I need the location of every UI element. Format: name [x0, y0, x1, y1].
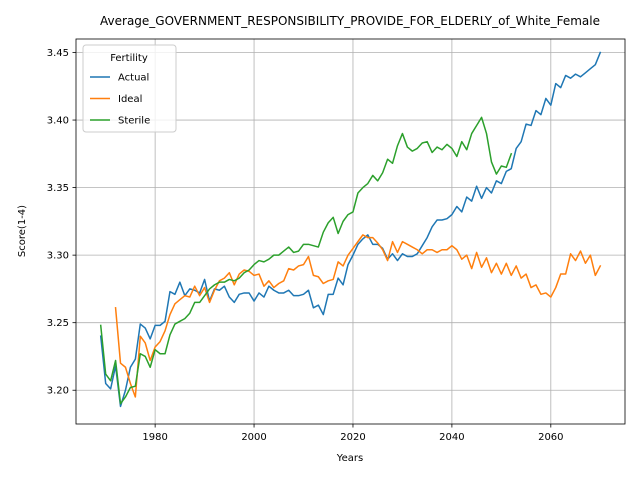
- plot-area-frame: [75, 38, 626, 425]
- y-tick-label: 3.25: [47, 318, 69, 329]
- series-line-ideal: [114, 234, 602, 398]
- y-tick-label: 3.35: [47, 183, 69, 194]
- legend: Fertility Actual Ideal Sterile: [82, 44, 177, 133]
- y-tick-label: 3.30: [47, 251, 69, 262]
- legend-label-sterile: Sterile: [118, 116, 150, 127]
- y-tick-label: 3.20: [47, 386, 69, 397]
- series-line-sterile: [99, 116, 513, 405]
- y-tick-label: 3.40: [47, 116, 69, 127]
- x-tick-label: 2020: [340, 432, 365, 443]
- legend-entries: Actual Ideal Sterile: [90, 73, 150, 127]
- legend-label-actual: Actual: [118, 73, 149, 84]
- x-tick-label: 1980: [142, 432, 167, 443]
- chart-title: Average_GOVERNMENT_RESPONSIBILITY_PROVID…: [100, 14, 600, 28]
- legend-box: [82, 44, 177, 133]
- y-axis-ticks: 3.20 3.25 3.30 3.35 3.40 3.45: [47, 48, 76, 397]
- legend-label-ideal: Ideal: [118, 94, 142, 105]
- x-tick-label: 2040: [439, 432, 464, 443]
- y-axis-label: Score(1-4): [17, 205, 28, 257]
- legend-title: Fertility: [110, 53, 148, 64]
- x-axis-ticks: 1980 2000 2020 2040 2060: [142, 424, 564, 443]
- series-layer: [99, 51, 602, 408]
- series-line-actual: [99, 51, 602, 408]
- x-axis-label: Years: [336, 453, 363, 464]
- x-tick-label: 2000: [241, 432, 266, 443]
- y-tick-label: 3.45: [47, 48, 69, 59]
- x-tick-label: 2060: [538, 432, 563, 443]
